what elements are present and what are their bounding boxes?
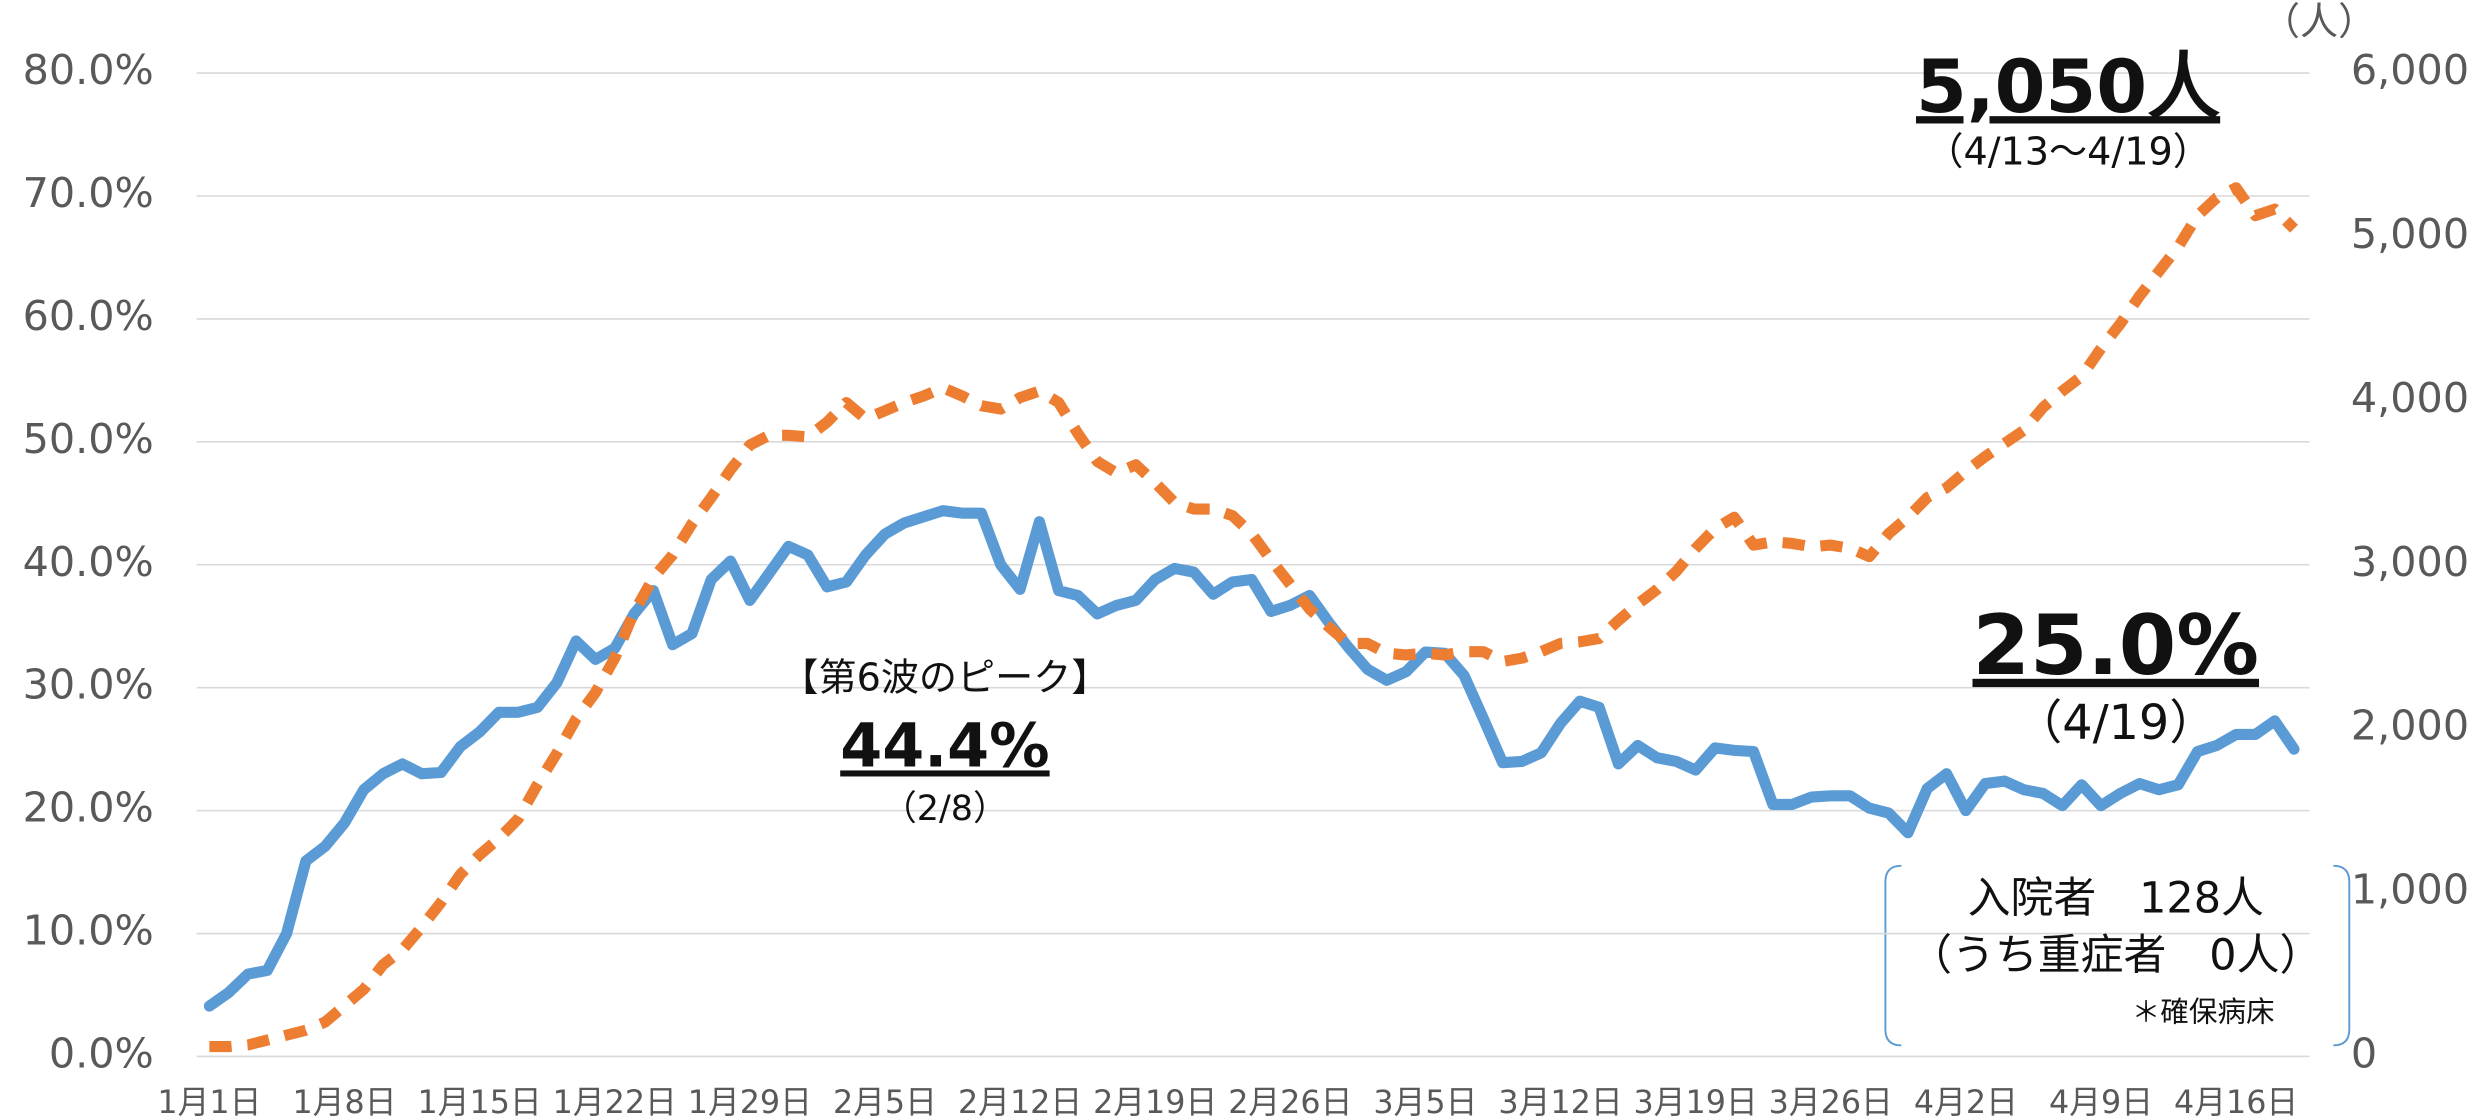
annotation: 5,050人	[1916, 45, 2220, 130]
x-tick-label: 4月16日	[2174, 1085, 2298, 1120]
annotation-box	[1884, 864, 2351, 1047]
annotation: （4/19）	[2015, 696, 2217, 751]
y2-unit: （人）	[2262, 0, 2376, 43]
y-tick-label: 4,000	[2351, 374, 2469, 422]
x-tick-label: 3月5日	[1373, 1085, 1477, 1120]
annotation: ＊確保病床	[2132, 995, 2275, 1029]
y-tick-label: 0	[2351, 1029, 2377, 1077]
annotation: （うち重症者 0人）	[1909, 930, 2322, 980]
x-tick-label: 4月9日	[2049, 1085, 2153, 1120]
x-tick-label: 1月15日	[418, 1085, 542, 1120]
x-tick-label: 3月12日	[1498, 1085, 1622, 1120]
y-tick-label: 6,000	[2351, 46, 2469, 94]
y-tick-label: 5,000	[2351, 210, 2469, 258]
annotation: 【第6波のピーク】	[780, 655, 1109, 699]
x-tick-label: 1月22日	[553, 1085, 677, 1120]
annotation: 入院者 128人	[1968, 873, 2264, 923]
x-tick-label: 1月8日	[293, 1085, 397, 1120]
x-tick-label: 2月19日	[1093, 1085, 1217, 1120]
y-tick-label: 2,000	[2351, 702, 2469, 750]
y-tick-label: 50.0%	[23, 415, 154, 463]
x-tick-label: 2月5日	[833, 1085, 937, 1120]
x-tick-label: 1月1日	[157, 1085, 261, 1120]
x-tick-label: 2月12日	[958, 1085, 1082, 1120]
y-tick-label: 3,000	[2351, 538, 2469, 586]
x-tick-label: 2月26日	[1228, 1085, 1352, 1120]
annotation: 44.4%	[840, 711, 1049, 781]
y-tick-label: 40.0%	[23, 538, 154, 586]
y-tick-label: 1,000	[2351, 866, 2469, 914]
y-tick-label: 10.0%	[23, 907, 154, 955]
annotation: （2/8）	[882, 789, 1008, 829]
x-tick-label: 3月26日	[1769, 1085, 1893, 1120]
annotation: （4/13～4/19）	[1925, 130, 2210, 174]
y-tick-label: 30.0%	[23, 661, 154, 709]
y-tick-label: 0.0%	[49, 1029, 154, 1077]
x-tick-label: 3月19日	[1634, 1085, 1758, 1120]
x-tick-label: 4月2日	[1914, 1085, 2018, 1120]
y-tick-label: 80.0%	[23, 46, 154, 94]
line-series	[209, 182, 2298, 1053]
y-tick-label: 20.0%	[23, 784, 154, 832]
x-tick-label: 1月29日	[688, 1085, 812, 1120]
y-tick-label: 70.0%	[23, 169, 154, 217]
line-series	[203, 505, 2300, 1012]
y-tick-label: 60.0%	[23, 292, 154, 340]
annotation: 25.0%	[1972, 598, 2259, 694]
